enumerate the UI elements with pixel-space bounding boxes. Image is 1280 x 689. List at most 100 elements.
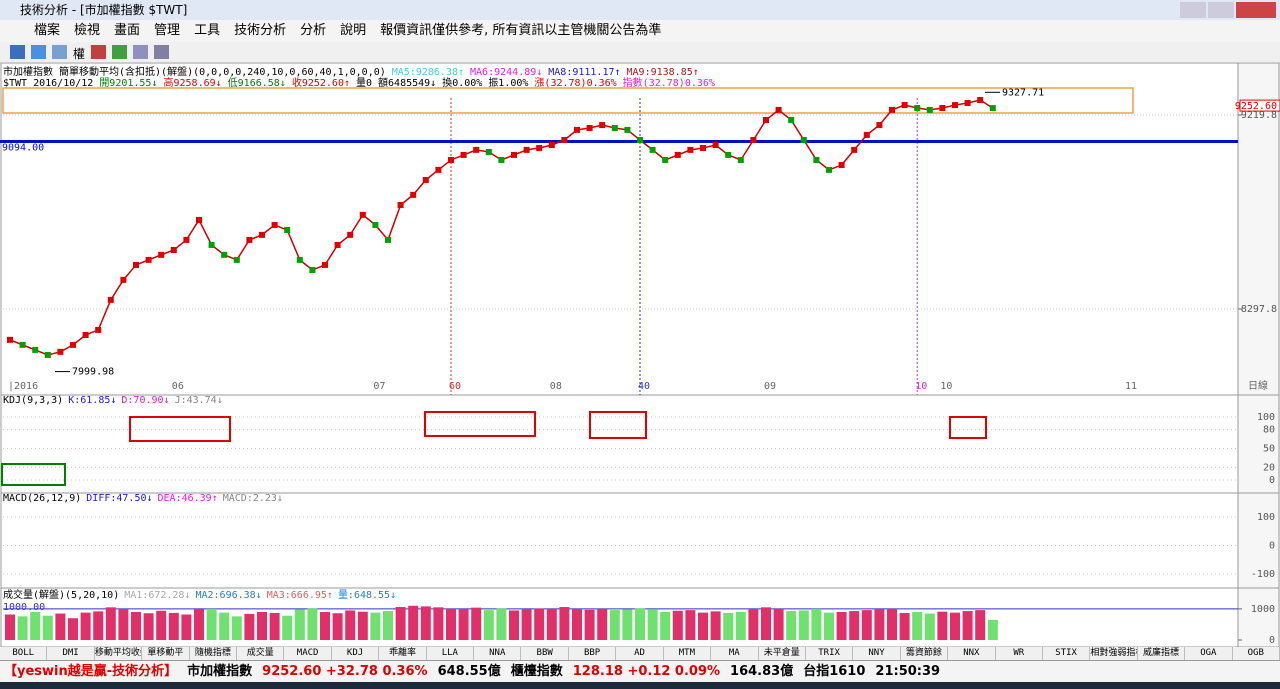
toolbar-label[interactable]: 權 bbox=[73, 47, 86, 61]
maximize[interactable] bbox=[1208, 2, 1234, 18]
info-text: 振1.00% bbox=[488, 76, 528, 89]
tab[interactable]: STIX bbox=[1043, 647, 1091, 660]
tab[interactable]: 乖離率 bbox=[379, 647, 427, 660]
volume-bar bbox=[609, 610, 620, 640]
menu-item[interactable]: 管理 bbox=[154, 23, 181, 38]
tab[interactable]: KDJ bbox=[332, 647, 380, 660]
tab[interactable]: MACD bbox=[284, 647, 332, 660]
candle bbox=[196, 216, 202, 223]
tab[interactable]: 成交量 bbox=[237, 647, 285, 660]
info-text: 量0 bbox=[356, 77, 372, 89]
candle bbox=[674, 151, 681, 158]
highlight-box bbox=[949, 416, 987, 439]
candle bbox=[70, 341, 76, 348]
volume-bar bbox=[282, 615, 293, 640]
tab[interactable]: 隨機指標 bbox=[190, 647, 238, 660]
tab[interactable]: BOLL bbox=[0, 647, 48, 660]
volume-bar bbox=[874, 609, 885, 640]
tab[interactable]: MTM bbox=[664, 647, 712, 660]
y-tick-label: 100 bbox=[1257, 512, 1275, 523]
tab[interactable]: 移動平均收盤 bbox=[95, 647, 143, 660]
tool[interactable] bbox=[112, 45, 128, 59]
x-tick-label: |2016 bbox=[8, 381, 38, 392]
tab[interactable]: LLA bbox=[427, 647, 475, 660]
tool[interactable] bbox=[52, 45, 67, 59]
tool[interactable] bbox=[10, 45, 25, 59]
volume-bar bbox=[320, 612, 330, 640]
panel-header-text: DEA:46.39↑ bbox=[158, 493, 218, 504]
volume-bar bbox=[698, 612, 708, 640]
panel-frame bbox=[0, 394, 1280, 494]
tool[interactable] bbox=[31, 45, 46, 59]
candle bbox=[989, 105, 996, 112]
candle bbox=[133, 261, 139, 268]
candle bbox=[800, 136, 807, 143]
volume-bar bbox=[357, 611, 368, 640]
tab[interactable]: AD bbox=[616, 647, 664, 660]
menu-item[interactable]: 報價資訊僅供參考, 所有資訊以主管機關公告為準 bbox=[380, 23, 662, 38]
menu-item[interactable]: 技術分析 bbox=[234, 23, 287, 38]
status-text: 市加權指數 bbox=[187, 664, 253, 679]
tab[interactable]: OGA bbox=[1185, 647, 1233, 660]
tab[interactable]: TRIX bbox=[806, 647, 854, 660]
status-text: 164.83億 bbox=[730, 664, 794, 679]
tool[interactable] bbox=[91, 45, 107, 59]
tab[interactable]: MA bbox=[711, 647, 759, 660]
tool[interactable] bbox=[133, 45, 149, 59]
volume-bar bbox=[408, 605, 419, 640]
tab[interactable]: DMI bbox=[47, 647, 95, 660]
volume-bar bbox=[68, 618, 78, 640]
candle bbox=[914, 105, 921, 112]
volume-bar bbox=[30, 612, 41, 640]
candle bbox=[586, 124, 593, 131]
tab[interactable]: BBP bbox=[569, 647, 617, 660]
candle bbox=[221, 251, 228, 258]
menu-item[interactable]: 檢視 bbox=[74, 23, 101, 38]
menu-item[interactable]: 工具 bbox=[194, 23, 221, 38]
candle bbox=[435, 166, 442, 173]
tab[interactable]: 威廉指標 bbox=[1138, 647, 1186, 660]
x-tick-label: 10 bbox=[940, 381, 952, 392]
candle bbox=[448, 156, 454, 163]
tab[interactable]: NNA bbox=[474, 647, 522, 660]
info-text: 高9258.69↓ bbox=[163, 76, 221, 89]
candle bbox=[536, 144, 543, 151]
tab[interactable]: 單移動平 bbox=[142, 647, 190, 660]
minimize[interactable] bbox=[1180, 2, 1206, 18]
candle bbox=[599, 122, 606, 129]
volume-bar bbox=[635, 608, 645, 640]
menu-item[interactable]: 檔案 bbox=[34, 23, 61, 38]
volume-bar bbox=[395, 607, 406, 640]
right-axis-bg bbox=[1238, 63, 1280, 647]
status-text: 櫃檯指數 bbox=[510, 664, 563, 679]
menu-item[interactable]: 分析 bbox=[300, 23, 327, 38]
menu-item[interactable]: 畫面 bbox=[114, 23, 141, 38]
tab[interactable]: 未平倉量 bbox=[759, 647, 806, 660]
tool[interactable] bbox=[154, 45, 170, 59]
volume-bar bbox=[80, 612, 91, 640]
candle bbox=[107, 296, 114, 303]
candle bbox=[523, 146, 530, 153]
candle bbox=[687, 146, 694, 153]
menu-item[interactable]: 說明 bbox=[340, 23, 367, 38]
info-text: 漲(32.78)0.36% bbox=[534, 77, 616, 89]
close[interactable] bbox=[1236, 2, 1276, 18]
tab[interactable]: WR bbox=[996, 647, 1043, 660]
candle bbox=[750, 136, 757, 143]
volume-bar bbox=[786, 611, 797, 640]
tab[interactable]: OGB bbox=[1233, 647, 1280, 660]
tab[interactable]: BBW bbox=[521, 647, 569, 660]
panel-header-text: 量:648.55↓ bbox=[338, 589, 396, 601]
y-tick-label: 20 bbox=[1263, 462, 1275, 473]
tab[interactable]: NNY bbox=[853, 647, 901, 660]
tab[interactable]: 相對強弱指標 bbox=[1090, 647, 1138, 660]
tab[interactable]: 籌資節餘 bbox=[901, 647, 949, 660]
candle bbox=[624, 126, 631, 133]
panel-header: 成交量(解盤)(5,20,10) MA1:672.28↓ MA2:696.38↓ MA… bbox=[3, 588, 396, 601]
tab[interactable]: NNX bbox=[948, 647, 996, 660]
volume-bar bbox=[168, 612, 179, 640]
price-line bbox=[9, 99, 994, 356]
panel-header-text: MACD(26,12,9) bbox=[3, 493, 81, 504]
tool-icons: 權 bbox=[10, 45, 170, 62]
volume-bar bbox=[383, 611, 393, 640]
